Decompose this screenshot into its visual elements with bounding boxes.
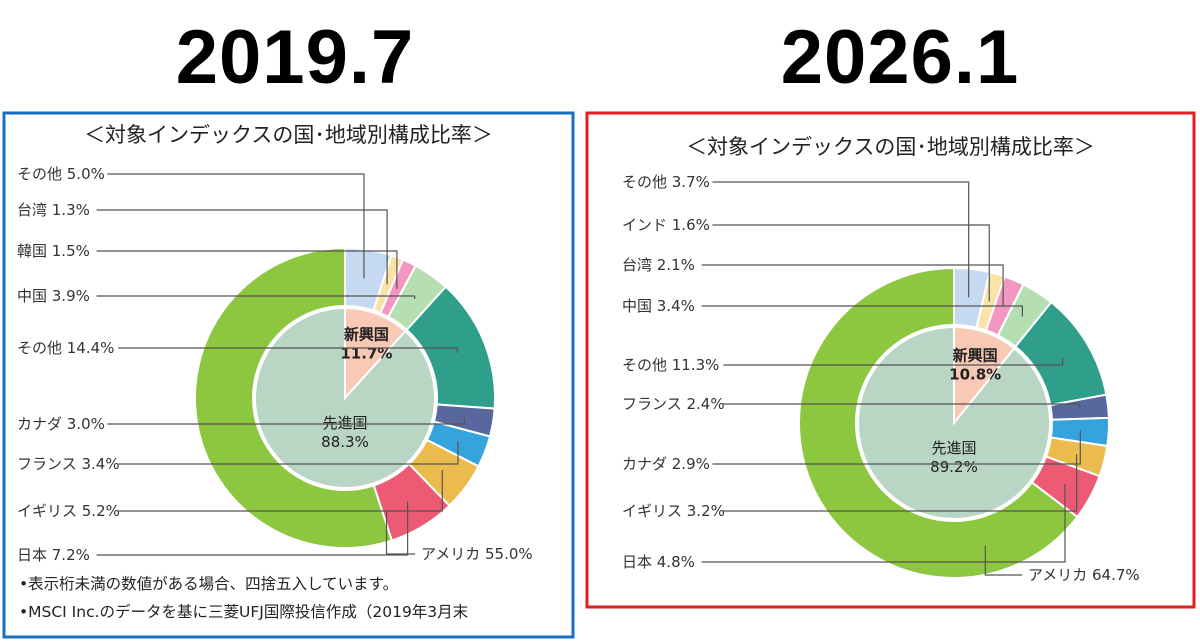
chart-title: ＜対象インデックスの国･地域別構成比率＞ <box>84 123 493 147</box>
leader-line-6 <box>723 403 1081 410</box>
leader-line-3 <box>96 250 398 289</box>
leader-line-8 <box>118 469 443 512</box>
chart-title: ＜対象インデックスの国･地域別構成比率＞ <box>686 135 1095 159</box>
inner-label-1: 新興国 10.8% <box>949 347 1001 384</box>
outer-label-5: その他 14.4% <box>17 339 114 357</box>
outer-label-5: その他 11.3% <box>622 356 719 374</box>
leader-line-10 <box>984 545 1022 576</box>
leader-line-8 <box>723 454 1078 512</box>
leader-line-9 <box>96 501 409 556</box>
footnote-2: •MSCI Inc.のデータを基に三菱UFJ国際投信作成（2019年3月末 <box>19 602 468 621</box>
outer-label-1: その他 3.7% <box>622 173 710 191</box>
panel-border <box>2 111 575 639</box>
period-title-left: 2019.7 <box>175 15 415 100</box>
leader-line-5 <box>723 358 1064 366</box>
leader-line-5 <box>118 347 458 353</box>
outer-label-1: その他 5.0% <box>17 165 105 183</box>
outer-label-8: イギリス 5.2% <box>17 502 120 520</box>
outer-label-7: フランス 3.4% <box>17 455 120 473</box>
pie-chart-right: ＜対象インデックスの国･地域別構成比率＞ 新興国 10.8% 先進国 89.2% その他 … <box>585 111 1196 609</box>
outer-label-8: イギリス 3.2% <box>622 502 725 520</box>
leader-line-2 <box>96 209 388 285</box>
outer-label-2: インド 1.6% <box>622 216 710 234</box>
period-title-right: 2026.1 <box>780 15 1020 100</box>
outer-label-10: アメリカ 55.0% <box>421 545 533 563</box>
inner-label-1: 新興国 11.7% <box>340 326 392 363</box>
leader-line-4 <box>96 295 416 300</box>
outer-label-4: 中国 3.4% <box>622 297 695 315</box>
inner-slice-1 <box>344 306 407 401</box>
outer-label-6: カナダ 3.0% <box>17 415 105 433</box>
outer-label-6: フランス 2.4% <box>622 395 725 413</box>
inner-label-2: 先進国 88.3% <box>321 414 369 451</box>
chart-panel-left: ＜対象インデックスの国･地域別構成比率＞ 新興国 11.7% 先進国 88.3% その他 … <box>2 111 575 639</box>
outer-label-10: アメリカ 64.7% <box>1028 566 1140 584</box>
leader-line-6 <box>107 417 465 425</box>
outer-label-2: 台湾 1.3% <box>17 201 90 219</box>
leader-line-7 <box>118 441 459 465</box>
chart-panel-right: ＜対象インデックスの国･地域別構成比率＞ 新興国 10.8% 先進国 89.2% その他 … <box>585 111 1196 609</box>
outer-slice-10 <box>798 266 1079 579</box>
panel-border <box>585 111 1196 609</box>
leader-line-9 <box>701 483 1066 563</box>
leader-line-1 <box>107 173 365 279</box>
outer-label-3: 台湾 2.1% <box>622 256 695 274</box>
outer-label-4: 中国 3.9% <box>17 287 90 305</box>
leader-line-3 <box>701 264 1004 307</box>
inner-slice-2 <box>254 306 436 489</box>
pie-chart-left: ＜対象インデックスの国･地域別構成比率＞ 新興国 11.7% 先進国 88.3% その他 … <box>2 111 575 639</box>
outer-label-3: 韓国 1.5% <box>17 242 90 260</box>
leader-line-2 <box>712 224 990 302</box>
outer-label-7: カナダ 2.9% <box>622 455 710 473</box>
inner-slice-2 <box>857 325 1051 520</box>
leader-line-4 <box>701 305 1023 317</box>
inner-label-2: 先進国 89.2% <box>930 439 978 476</box>
leader-line-7 <box>712 430 1081 465</box>
leader-line-10 <box>385 511 415 555</box>
outer-slice-10 <box>194 246 394 549</box>
outer-label-9: 日本 7.2% <box>17 546 90 564</box>
outer-label-9: 日本 4.8% <box>622 553 695 571</box>
leader-line-1 <box>712 181 970 298</box>
footnote-1: •表示桁未満の数値がある場合、四捨五入しています。 <box>19 575 398 593</box>
